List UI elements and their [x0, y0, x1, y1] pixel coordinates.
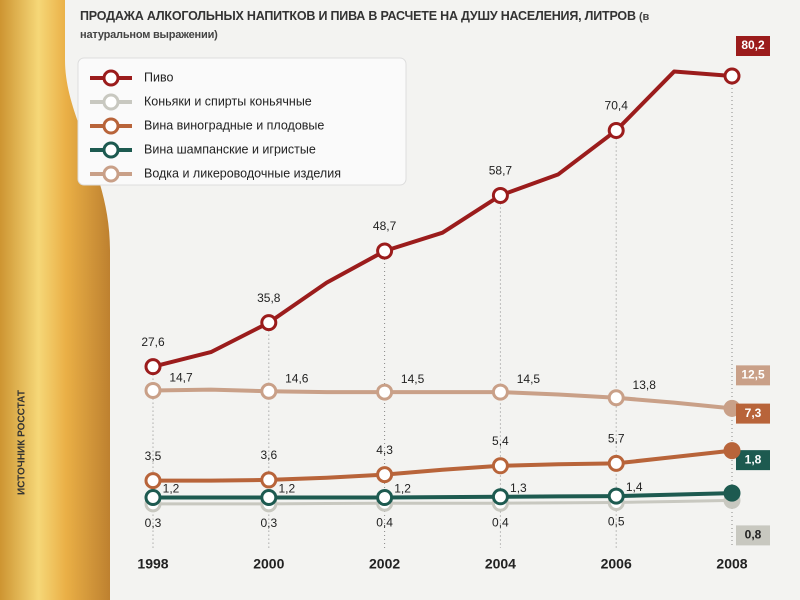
- value-label: 48,7: [373, 219, 397, 233]
- x-tick-label: 2000: [253, 556, 284, 572]
- series-marker: [723, 442, 741, 460]
- value-label: 27,6: [141, 335, 165, 349]
- value-label: 80,2: [741, 38, 765, 52]
- value-label: 1,2: [163, 482, 180, 496]
- series-marker: [376, 466, 394, 484]
- legend-marker: [102, 69, 120, 87]
- value-label-box: [736, 525, 770, 546]
- series-marker: [491, 488, 509, 506]
- series-marker: [260, 471, 278, 489]
- legend-marker: [102, 93, 120, 111]
- value-label: 0,8: [745, 528, 762, 542]
- legend-marker: [102, 141, 120, 159]
- x-tick-label: 2002: [369, 556, 400, 572]
- series-marker: [607, 389, 625, 407]
- value-label: 5,4: [492, 434, 509, 448]
- value-label-box: [736, 365, 770, 386]
- series-line: [152, 387, 733, 411]
- legend-label: Пиво: [144, 70, 173, 84]
- value-label: 1,4: [626, 480, 643, 494]
- series-line: [153, 448, 733, 483]
- value-label: 14,7: [169, 371, 193, 385]
- series-marker: [376, 489, 394, 507]
- value-label: 3,6: [260, 448, 277, 462]
- series-marker: [723, 67, 741, 85]
- series-marker: [607, 121, 625, 139]
- legend-marker: [102, 165, 120, 183]
- series-marker: [607, 454, 625, 472]
- value-label: 12,5: [741, 368, 765, 382]
- x-tick-label: 2008: [716, 556, 747, 572]
- value-label: 14,5: [401, 372, 425, 386]
- value-label: 35,8: [257, 291, 281, 305]
- value-label: 70,4: [605, 99, 629, 113]
- value-label: 0,4: [492, 515, 509, 529]
- series-marker: [144, 472, 162, 490]
- title-text: ПРОДАЖА АЛКОГОЛЬНЫХ НАПИТКОВ И ПИВА В РА…: [80, 9, 636, 23]
- x-tick-label: 1998: [137, 556, 168, 572]
- value-label: 1,2: [394, 482, 411, 496]
- legend-box: [77, 57, 407, 186]
- series-marker: [144, 381, 162, 399]
- source: ИСТОЧНИК РОССТАТ: [17, 390, 28, 495]
- legend-marker: [102, 117, 120, 135]
- series-marker: [260, 382, 278, 400]
- series-marker: [376, 383, 394, 401]
- series-marker: [260, 489, 278, 507]
- chart-title: ПРОДАЖА АЛКОГОЛЬНЫХ НАПИТКОВ И ПИВА В РА…: [80, 8, 680, 44]
- series-marker: [491, 457, 509, 475]
- series-marker: [491, 186, 509, 204]
- value-label: 0,4: [376, 515, 393, 529]
- series-marker: [144, 358, 162, 376]
- x-tick-label: 2004: [485, 556, 516, 572]
- series-marker: [376, 242, 394, 260]
- value-label: 1,3: [510, 481, 527, 495]
- legend-label: Коньяки и спирты коньячные: [144, 94, 312, 108]
- legend-label: Водка и ликероводочные изделия: [144, 166, 341, 180]
- value-label: 3,5: [145, 449, 162, 463]
- legend-label: Вина шампанские и игристые: [144, 142, 316, 156]
- series-marker: [607, 487, 625, 505]
- series-marker: [723, 484, 741, 502]
- value-label: 58,7: [489, 164, 513, 178]
- value-label: 13,8: [633, 378, 657, 392]
- series-marker: [260, 314, 278, 332]
- value-label: 5,7: [608, 432, 625, 446]
- series-marker: [144, 489, 162, 507]
- value-label: 1,8: [745, 452, 762, 466]
- series-line: [152, 69, 733, 369]
- chart-subtitle: (в натуральном выражении): [80, 11, 650, 41]
- value-label-box: [736, 450, 770, 471]
- legend-label: Вина виноградные и плодовые: [144, 118, 324, 132]
- value-label: 14,6: [285, 371, 309, 385]
- value-label: 0,5: [608, 515, 625, 529]
- value-label-box: [736, 36, 770, 56]
- value-label: 0,3: [145, 516, 162, 530]
- value-label: 0,3: [260, 516, 277, 530]
- value-label: 4,3: [376, 443, 393, 457]
- value-label-box: [736, 403, 770, 424]
- value-label: 1,2: [278, 482, 295, 496]
- x-tick-label: 2006: [601, 556, 632, 572]
- value-label: 14,5: [517, 372, 541, 386]
- value-label: 7,3: [745, 406, 762, 420]
- series-line: [153, 498, 733, 506]
- series-marker: [491, 383, 509, 401]
- series-line: [153, 491, 733, 500]
